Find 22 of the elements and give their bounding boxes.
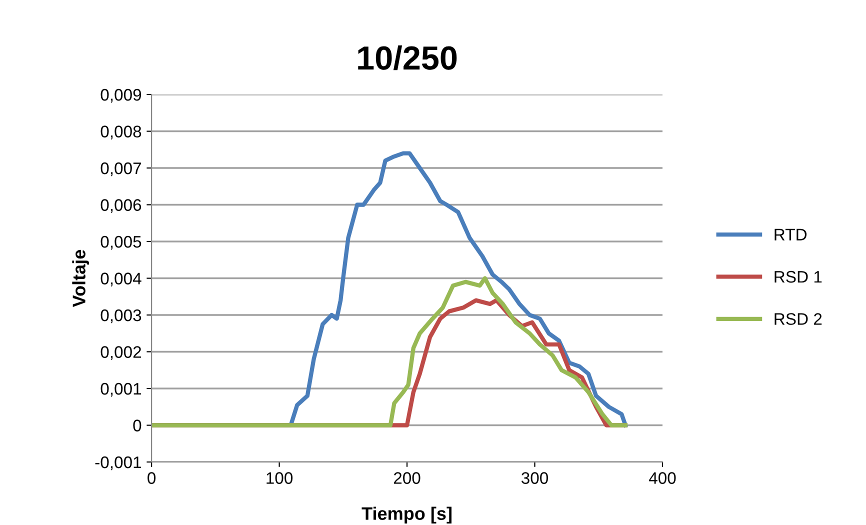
legend-label: RSD 2 bbox=[774, 313, 822, 325]
x-tick-label: 100 bbox=[266, 472, 293, 484]
y-tick-label: 0,005 bbox=[100, 236, 142, 250]
y-tick-label: 0,009 bbox=[100, 88, 142, 103]
y-axis-title: Voltaje bbox=[72, 250, 90, 308]
chart-title: 10/250 bbox=[358, 45, 457, 70]
y-tick-label: 0,006 bbox=[100, 199, 142, 213]
y-tick-label: 0 bbox=[133, 420, 142, 432]
x-axis-title: Tiempo [s] bbox=[362, 506, 452, 524]
y-tick-label: 0,007 bbox=[100, 162, 141, 176]
y-tick-label: 0,008 bbox=[100, 126, 142, 140]
x-tick-label: 300 bbox=[521, 472, 548, 484]
x-tick-label: 400 bbox=[648, 472, 676, 484]
x-tick-label: 0 bbox=[148, 472, 156, 484]
x-tick-label: 200 bbox=[394, 472, 420, 484]
legend-label: RSD 1 bbox=[774, 270, 822, 283]
y-tick-label: 0,004 bbox=[100, 272, 142, 286]
y-tick-label: 0,002 bbox=[100, 346, 141, 360]
y-tick-label: -0,001 bbox=[95, 456, 142, 470]
legend-label: RTD bbox=[774, 228, 807, 240]
y-tick-label: 0,001 bbox=[100, 382, 142, 397]
y-tick-label: 0,003 bbox=[100, 309, 142, 324]
